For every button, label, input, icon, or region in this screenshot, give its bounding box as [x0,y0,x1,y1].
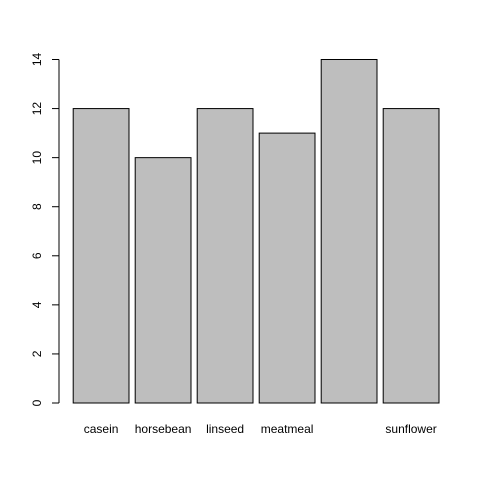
bars [72,59,440,404]
y-tick-label-6: 6 [30,252,44,259]
bar-linseed [196,108,254,404]
bar-soybean [320,59,378,404]
x-tick-label-horsebean: horsebean [135,422,192,436]
y-axis: 0 2 4 6 8 10 12 14 [30,53,60,406]
bar-casein [72,108,130,404]
y-tick-label-4: 4 [30,301,44,308]
y-tick-label-2: 2 [30,350,44,357]
bar-meatmeal [258,132,316,404]
x-tick-label-sunflower: sunflower [385,422,436,436]
x-tick-label-meatmeal: meatmeal [261,422,314,436]
bar-sunflower [382,108,440,404]
y-tick-label-10: 10 [30,151,44,165]
bar-horsebean [134,157,192,404]
y-tick-label-0: 0 [30,399,44,406]
y-tick-label-14: 14 [30,53,44,67]
x-tick-label-linseed: linseed [206,422,244,436]
y-tick-label-8: 8 [30,203,44,210]
y-tick-label-12: 12 [30,102,44,116]
x-tick-label-casein: casein [84,422,119,436]
x-axis-labels: casein horsebean linseed meatmeal sunflower [84,422,437,436]
